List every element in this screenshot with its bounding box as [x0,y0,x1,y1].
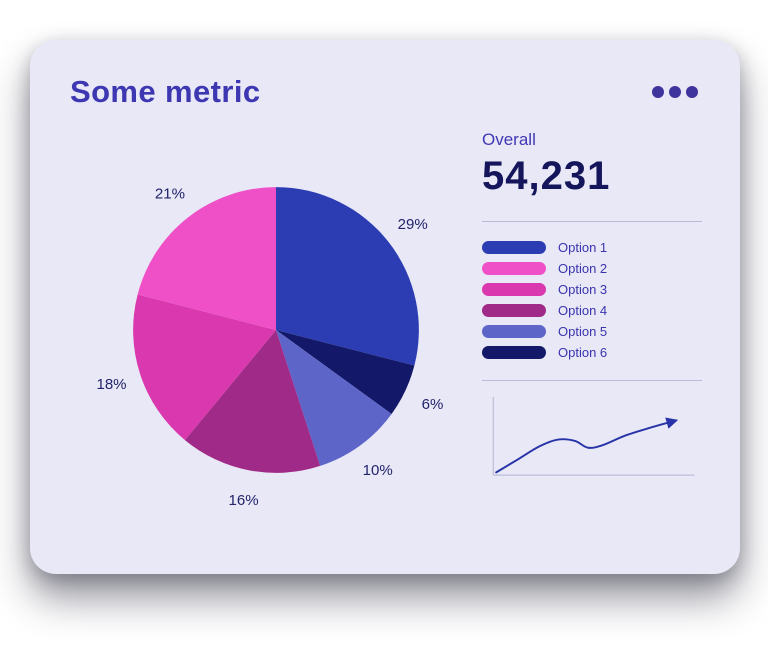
legend-label: Option 1 [558,240,608,255]
legend-label: Option 2 [558,261,608,276]
legend-item-option-1[interactable]: Option 1 [482,240,702,255]
legend-item-option-6[interactable]: Option 6 [482,345,702,360]
card-header: Some metric [70,74,702,110]
legend-swatch [482,325,546,338]
pie-slice-percentage-label: 21% [155,186,185,203]
page-title: Some metric [70,74,261,109]
legend-item-option-2[interactable]: Option 2 [482,261,702,276]
dot [669,86,681,98]
legend-swatch [482,304,546,317]
pie-slice-option-4[interactable] [184,330,321,473]
legend: Option 1 Option 2 Option 3 Option 4 Option 5… [482,240,702,360]
pie-chart-svg: 29% 6% 10% 16% 18% 21% [96,186,444,510]
ellipsis-menu-icon[interactable] [648,82,702,102]
legend-label: Option 4 [558,303,608,318]
pie-slice-option-6[interactable] [276,330,415,414]
legend-swatch [482,241,546,254]
trend-sparkline [482,395,702,479]
overall-label: Overall [482,130,536,149]
legend-label: Option 3 [558,282,608,297]
sparkline-svg [492,396,695,476]
dot [686,86,698,98]
pie-chart: 29% 6% 10% 16% 18% 21% [70,116,482,518]
dot [652,86,664,98]
card-body: 29% 6% 10% 16% 18% 21% Overall 54,231 Option … [70,116,702,518]
overall-value: 54,231 [482,154,611,198]
divider [482,380,702,381]
pie-slice-percentage-label: 6% [422,396,444,413]
legend-item-option-4[interactable]: Option 4 [482,303,702,318]
pie-slice-option-2[interactable] [137,187,276,330]
pie-slice-option-5[interactable] [276,330,392,466]
legend-label: Option 5 [558,324,608,339]
legend-swatch [482,262,546,275]
legend-item-option-5[interactable]: Option 5 [482,324,702,339]
legend-swatch [482,283,546,296]
pie-slice-percentage-label: 16% [229,492,259,509]
pie-slice-option-3[interactable] [133,294,276,441]
legend-swatch [482,346,546,359]
pie-slice-percentage-label: 29% [398,216,428,233]
divider [482,221,702,222]
sparkline-series [495,417,679,474]
overall-block: Overall 54,231 [482,130,702,199]
pie-slice-percentage-label: 10% [363,462,393,479]
legend-item-option-3[interactable]: Option 3 [482,282,702,297]
legend-label: Option 6 [558,345,608,360]
pie-slice-option-1[interactable] [276,187,419,366]
pie-slice-percentage-label: 18% [96,376,126,393]
metric-card: Some metric 29% 6% 10% 16% 18% 21% Overall 54… [30,40,740,574]
